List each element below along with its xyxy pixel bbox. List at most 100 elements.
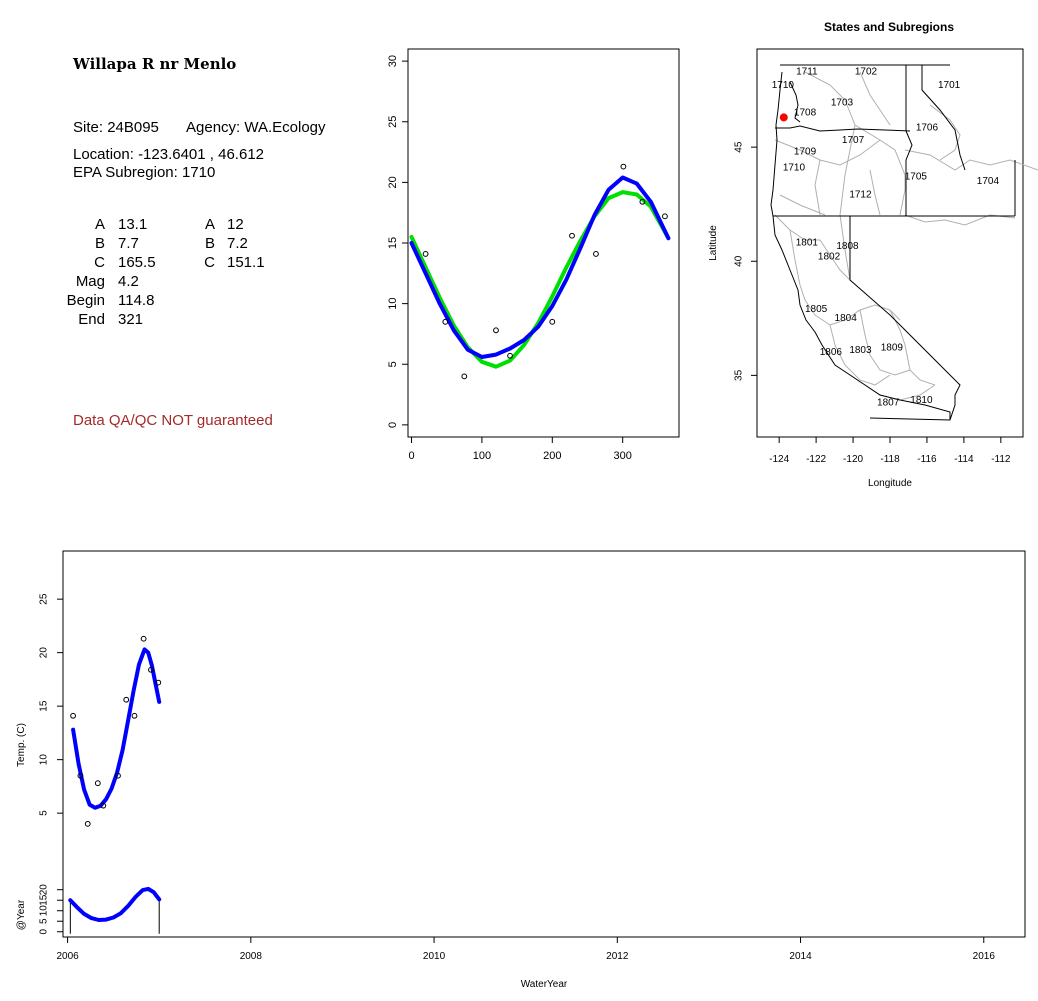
- subregion-label: 1809: [881, 343, 904, 354]
- subregion-label: 1701: [938, 80, 961, 91]
- x-tick-label: 2016: [973, 951, 996, 962]
- data-point: [620, 163, 627, 170]
- data-point: [507, 352, 513, 359]
- param-value: 13.1: [118, 216, 148, 233]
- x-tick-label: -118: [880, 454, 900, 465]
- x-tick-label: 200: [543, 450, 561, 462]
- param-label-2: A: [204, 216, 215, 233]
- data-point: [84, 820, 91, 827]
- state-boundary: [775, 125, 911, 132]
- x-tick-label: 100: [473, 450, 491, 462]
- subregion-label: 1806: [820, 347, 843, 358]
- subregion-line: EPA Subregion: 1710: [73, 164, 215, 181]
- subregion-label: 1704: [977, 176, 1000, 187]
- subregion-label: 1712: [849, 190, 872, 201]
- data-point: [131, 712, 138, 719]
- x-tick-label: 300: [614, 450, 632, 462]
- x-tick-label: 2012: [606, 951, 629, 962]
- subregion-boundary: [779, 194, 826, 216]
- param-label: End: [78, 311, 105, 328]
- y2-tick-label: 5: [39, 918, 50, 924]
- blue-fit-line: [409, 175, 671, 359]
- param-value-2: 151.1: [227, 254, 265, 271]
- green-fit-line: [409, 190, 671, 369]
- data-point: [461, 373, 468, 380]
- subregion-label: 1803: [849, 345, 872, 356]
- y-tick-label: 5: [387, 361, 399, 367]
- y-tick-label: 10: [39, 754, 50, 766]
- param-value: 114.8: [118, 292, 155, 309]
- y-tick-label: 15: [39, 700, 50, 712]
- subregion-label: 1708: [794, 108, 817, 119]
- x-tick-label: -116: [917, 454, 937, 465]
- x-tick-label: -114: [954, 454, 974, 465]
- subregion-label: 1801: [796, 238, 819, 249]
- subregion-label: 1710: [783, 162, 806, 173]
- location-label: Location:: [73, 146, 134, 163]
- data-point: [493, 327, 499, 334]
- data-point: [549, 318, 556, 325]
- data-point: [94, 780, 101, 787]
- x-tick-label: -122: [806, 454, 826, 465]
- map-axes: -124 -122 -120 -118 -116 -114 -112 35 40 45 Longit…: [708, 141, 1011, 489]
- puget-sound: [789, 81, 801, 123]
- subregion-label: 1810: [910, 395, 933, 406]
- y-axis-label: Temp. (C): [16, 723, 27, 767]
- y-axis-label: Latitude: [708, 225, 719, 261]
- subregion-boundary: [814, 159, 821, 216]
- y2-tick-label: 0: [39, 929, 50, 935]
- subregion-boundary: [859, 71, 891, 126]
- data-point: [140, 635, 147, 642]
- map-title: States and Subregions: [824, 20, 954, 34]
- x-tick-label: 2010: [423, 951, 446, 962]
- subregion-boundary: [869, 169, 881, 216]
- data-point: [123, 696, 130, 703]
- data-point: [593, 251, 599, 257]
- state-boundary: [849, 216, 961, 421]
- data-point: [422, 251, 429, 257]
- map-labels: 1711 1702 1701 1710 1703 1708 1706 1707 1709 1710…: [772, 66, 1000, 408]
- subregion-boundary: [804, 71, 856, 281]
- x-axis-label: WaterYear: [521, 979, 568, 990]
- x-tick-label: -124: [769, 454, 789, 465]
- param-value: 4.2: [118, 273, 139, 290]
- param-label: Mag: [75, 273, 105, 290]
- subregion-label: 1804: [835, 313, 858, 324]
- subregion-boundary: [774, 139, 881, 166]
- y-tick-label: 25: [387, 116, 399, 128]
- site-label: Site:: [73, 119, 104, 136]
- x-tick-label: 2014: [789, 951, 812, 962]
- qa-note: Data QA/QC NOT guaranteed: [73, 412, 273, 429]
- seasonal-chart: 0 100 200 300 0 5 10 15 20 25 30: [387, 55, 671, 462]
- annual-fit-line: [68, 886, 162, 922]
- y-tick-label: 10: [387, 298, 399, 310]
- seasonal-plot-frame: [407, 48, 680, 438]
- y2-tick-label: 10: [39, 905, 50, 917]
- subregion-boundary: [889, 309, 936, 386]
- location-line: Location: -123.6401 , 46.612: [73, 146, 264, 163]
- subregion-label: EPA Subregion:: [73, 164, 178, 181]
- site-id: 24B095: [107, 119, 159, 136]
- agency-value: WA.Ecology: [244, 119, 326, 136]
- param-label: B: [94, 235, 105, 252]
- subregion-label: 1807: [877, 397, 900, 408]
- x-tick-label: -112: [991, 454, 1011, 465]
- param-value: 165.5: [118, 254, 156, 271]
- y-tick-label: 20: [39, 647, 50, 659]
- subregion-label: 1805: [805, 304, 828, 315]
- subregion-boundary: [814, 304, 901, 326]
- param-label: C: [94, 254, 105, 271]
- map-basemap: [770, 64, 1038, 421]
- temperature-fit-line: [71, 647, 162, 810]
- x-tick-label: -120: [843, 454, 863, 465]
- x-tick-label: 2006: [56, 951, 79, 962]
- site-title: Willapa R nr Menlo: [73, 55, 237, 73]
- param-label: Begin: [66, 292, 105, 309]
- data-point: [77, 772, 84, 779]
- subregion-boundary: [859, 309, 911, 376]
- param-value: 7.7: [118, 235, 139, 252]
- subregion-boundary: [789, 229, 816, 316]
- subregion-label: 1705: [905, 171, 928, 182]
- site-id-line: Site: 24B095: [73, 119, 159, 136]
- param-value-2: 12: [227, 216, 244, 233]
